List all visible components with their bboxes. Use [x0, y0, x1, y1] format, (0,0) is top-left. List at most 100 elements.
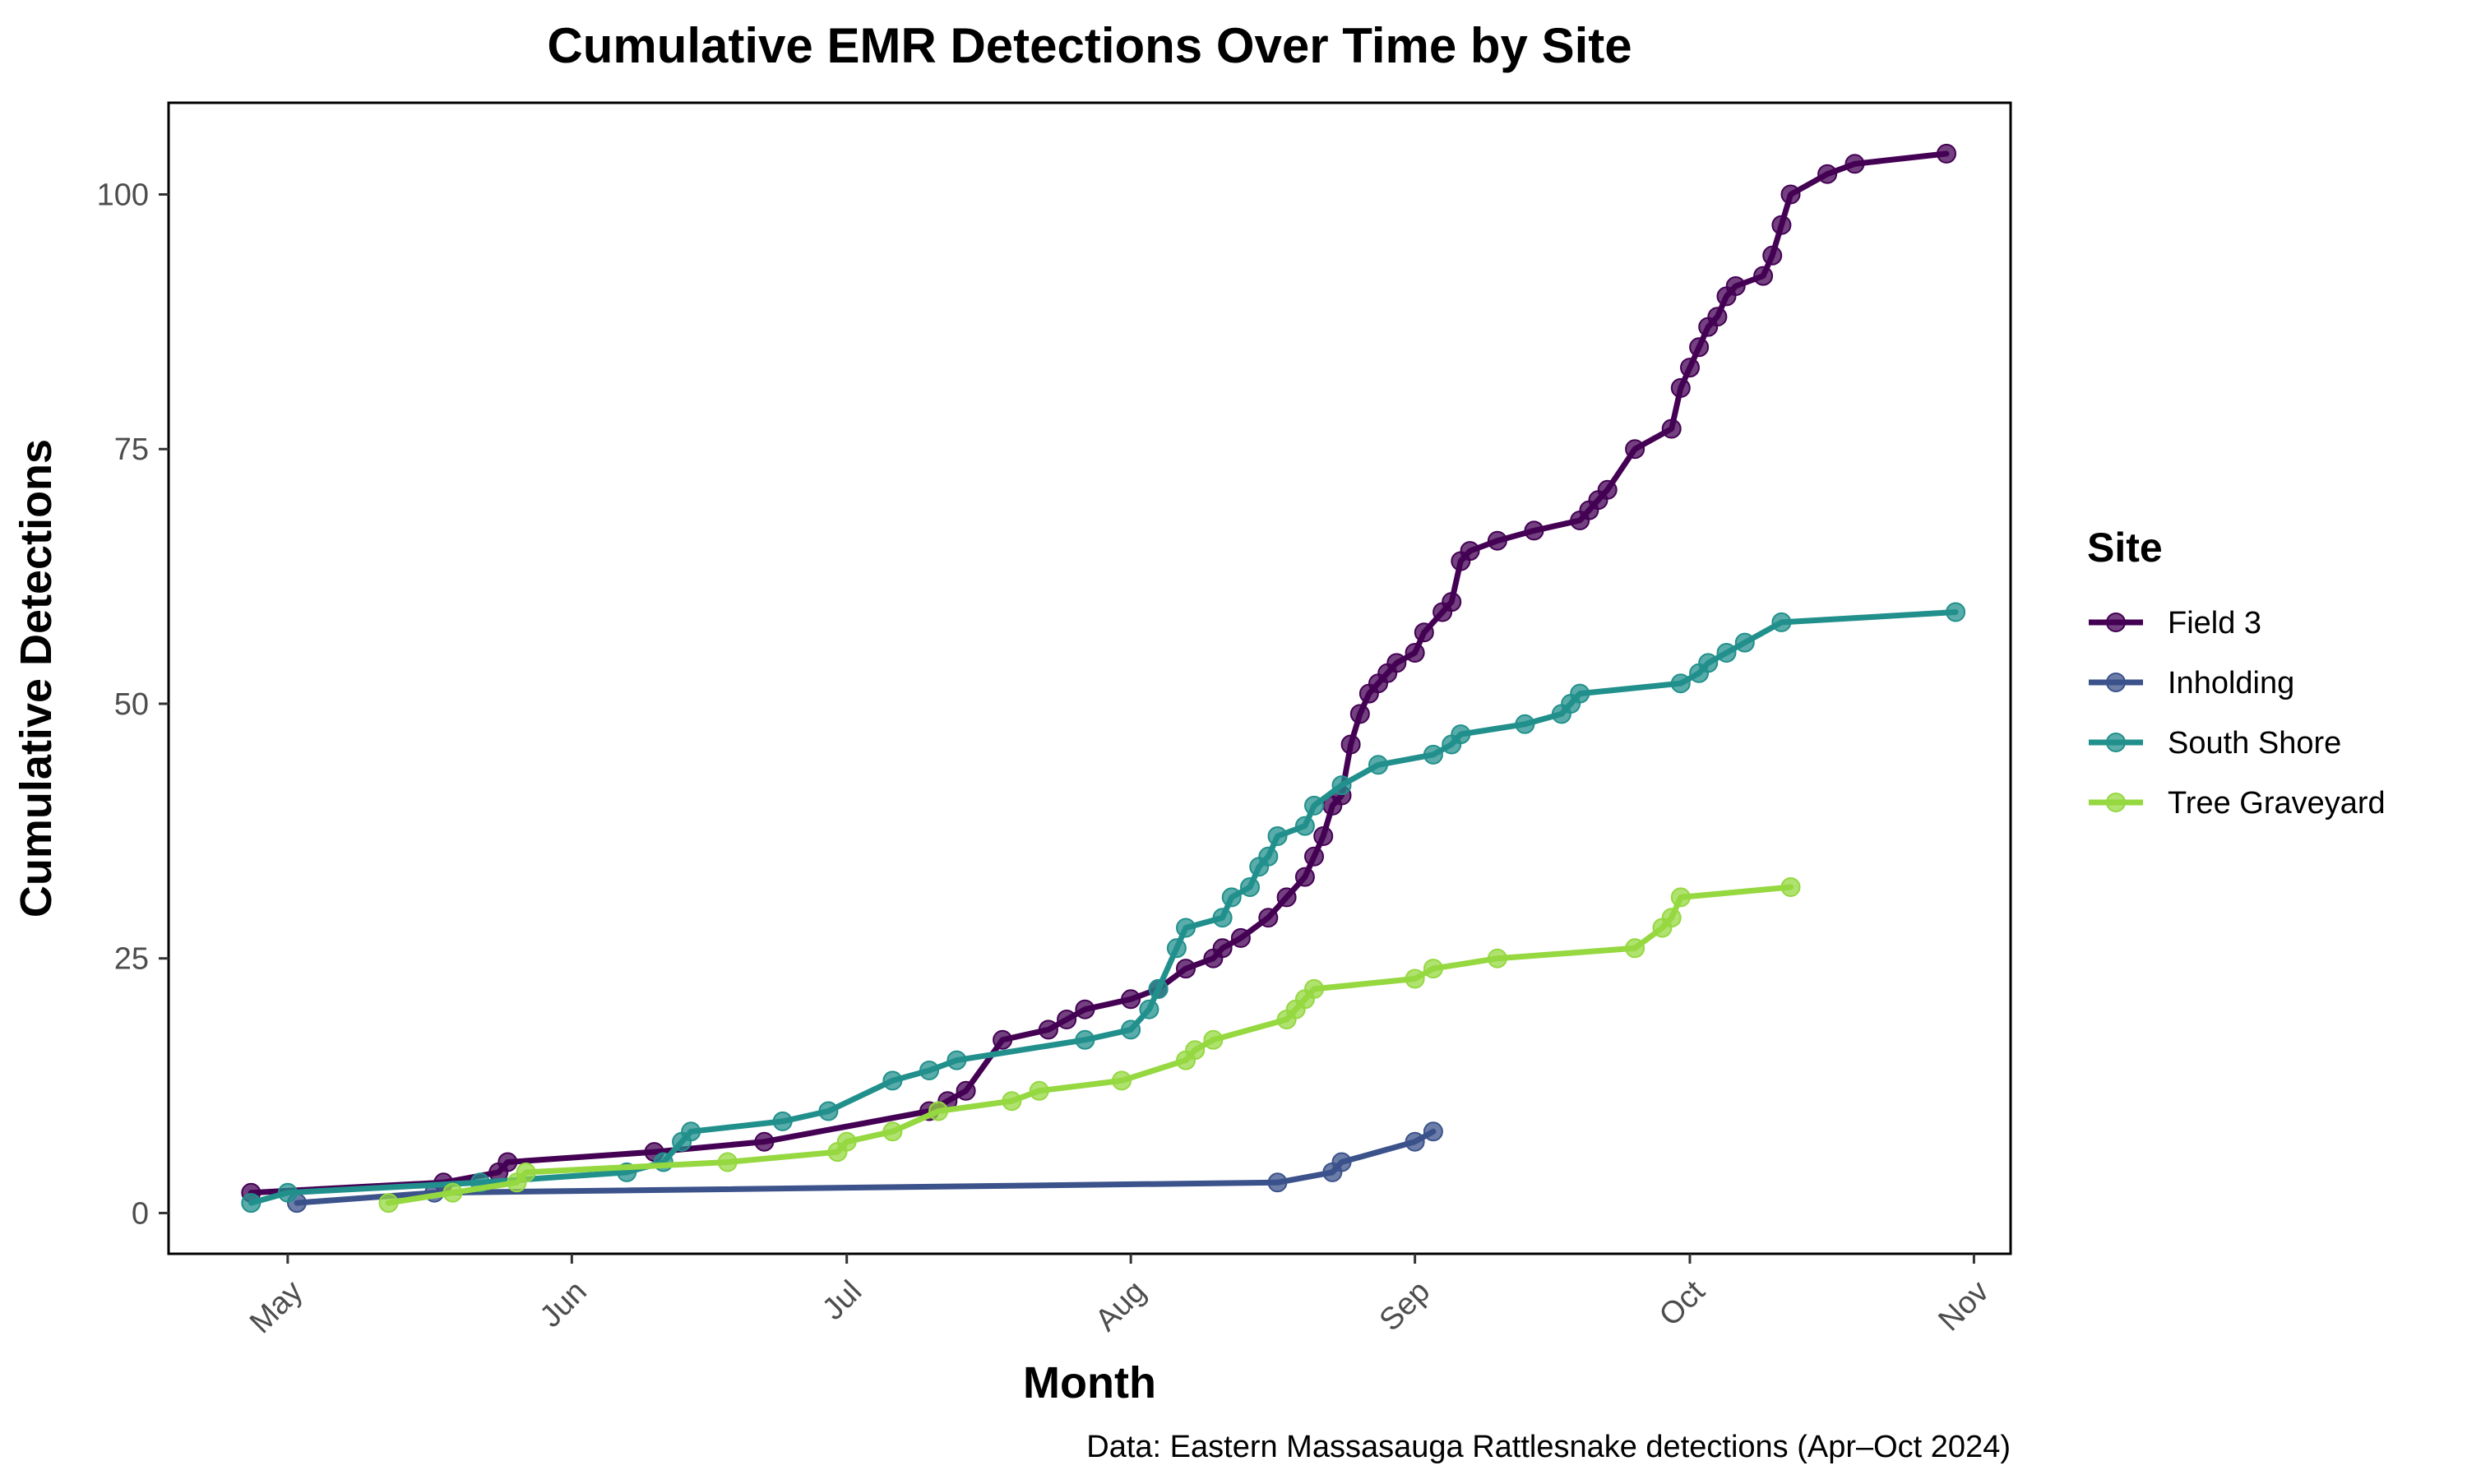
data-point — [1725, 276, 1746, 296]
y-tick-label: 75 — [114, 432, 149, 467]
y-tick-label: 50 — [114, 687, 149, 722]
data-point — [1625, 439, 1645, 460]
data-point — [442, 1182, 463, 1203]
y-axis-title: Cumulative Detections — [12, 439, 61, 918]
data-point — [1451, 724, 1471, 745]
plot-panel — [169, 103, 2011, 1254]
data-point — [1038, 1019, 1058, 1040]
y-tick-label: 0 — [132, 1196, 149, 1231]
data-point — [1304, 846, 1324, 867]
data-point — [1267, 1172, 1288, 1193]
data-point — [1230, 927, 1251, 948]
data-point — [1258, 846, 1279, 867]
x-tick-label: May — [243, 1274, 309, 1340]
data-point — [1487, 948, 1507, 969]
data-point — [1817, 164, 1838, 184]
data-point — [1368, 755, 1388, 775]
data-point — [1515, 714, 1535, 734]
data-point — [1304, 978, 1324, 999]
x-tick-label: Aug — [1089, 1274, 1153, 1338]
data-point — [1176, 959, 1196, 979]
data-point — [1240, 877, 1260, 897]
data-point — [1670, 887, 1691, 908]
data-point — [1670, 377, 1691, 398]
data-point — [1349, 704, 1370, 724]
legend-key-point — [2106, 733, 2126, 752]
data-point — [1405, 643, 1425, 663]
data-point — [1844, 154, 1865, 174]
data-point — [1423, 744, 1443, 765]
x-tick-label: Sep — [1373, 1274, 1437, 1338]
data-point — [1340, 734, 1361, 755]
data-point — [1524, 520, 1544, 541]
data-point — [1414, 622, 1434, 643]
data-point — [1258, 908, 1279, 928]
data-point — [947, 1050, 967, 1070]
data-point — [818, 1101, 839, 1121]
data-point — [1570, 683, 1590, 704]
data-point — [1460, 541, 1480, 562]
data-point — [754, 1131, 775, 1152]
data-point — [1313, 826, 1334, 846]
data-point — [1057, 1010, 1077, 1029]
legend-label: Tree Graveyard — [2168, 786, 2386, 821]
data-point — [1405, 1131, 1425, 1152]
data-point — [681, 1121, 701, 1142]
data-point — [836, 1131, 857, 1152]
data-point — [1166, 938, 1187, 959]
data-point — [882, 1070, 903, 1091]
data-point — [1185, 1040, 1206, 1061]
data-point — [378, 1193, 399, 1214]
data-point — [1442, 592, 1462, 613]
data-point — [1294, 867, 1315, 887]
data-point — [1661, 418, 1682, 439]
data-point — [241, 1193, 262, 1214]
data-point — [1002, 1091, 1022, 1112]
data-point — [1331, 1152, 1352, 1172]
data-point — [1753, 266, 1774, 286]
data-point — [1707, 307, 1728, 327]
data-point — [1139, 999, 1159, 1019]
data-point — [1661, 908, 1682, 928]
data-point — [1121, 989, 1141, 1010]
data-point — [1276, 887, 1297, 908]
data-point — [1716, 643, 1737, 663]
data-point — [1304, 795, 1324, 816]
data-point — [1689, 337, 1710, 358]
chart-title: Cumulative EMR Detections Over Time by S… — [547, 18, 1632, 73]
data-point — [1597, 479, 1618, 500]
data-point — [1176, 918, 1196, 938]
legend-key-point — [2106, 613, 2126, 632]
data-point — [1780, 877, 1801, 897]
legend-label: Field 3 — [2168, 606, 2261, 640]
data-point — [1221, 887, 1242, 908]
legend-label: South Shore — [2168, 726, 2341, 760]
legend-label: Inholding — [2168, 666, 2294, 700]
plot-border — [167, 101, 2012, 1255]
data-point — [1734, 632, 1755, 653]
legend-key-point — [2106, 673, 2126, 692]
data-point — [1029, 1080, 1049, 1101]
data-point — [516, 1162, 536, 1182]
data-point — [1331, 775, 1352, 796]
data-point — [1487, 530, 1507, 551]
x-axis-title: Month — [1023, 1358, 1156, 1408]
data-point — [1946, 602, 1966, 622]
data-point — [1780, 184, 1801, 205]
data-point — [1121, 1019, 1141, 1040]
legend-key-point — [2106, 793, 2126, 812]
data-point — [1423, 959, 1443, 979]
data-point — [1405, 969, 1425, 989]
legend-title: Site — [2087, 525, 2163, 571]
data-point — [1203, 1029, 1224, 1050]
data-point — [882, 1121, 903, 1142]
data-point — [772, 1111, 793, 1131]
x-tick-label: Jun — [534, 1274, 594, 1334]
legend: Site Field 3 Inholding South Shore Tree Gra… — [2087, 525, 2386, 821]
x-tick-label: Jul — [816, 1274, 868, 1327]
data-point — [277, 1182, 298, 1203]
data-point — [956, 1080, 976, 1101]
x-tick-label: Oct — [1653, 1274, 1712, 1334]
